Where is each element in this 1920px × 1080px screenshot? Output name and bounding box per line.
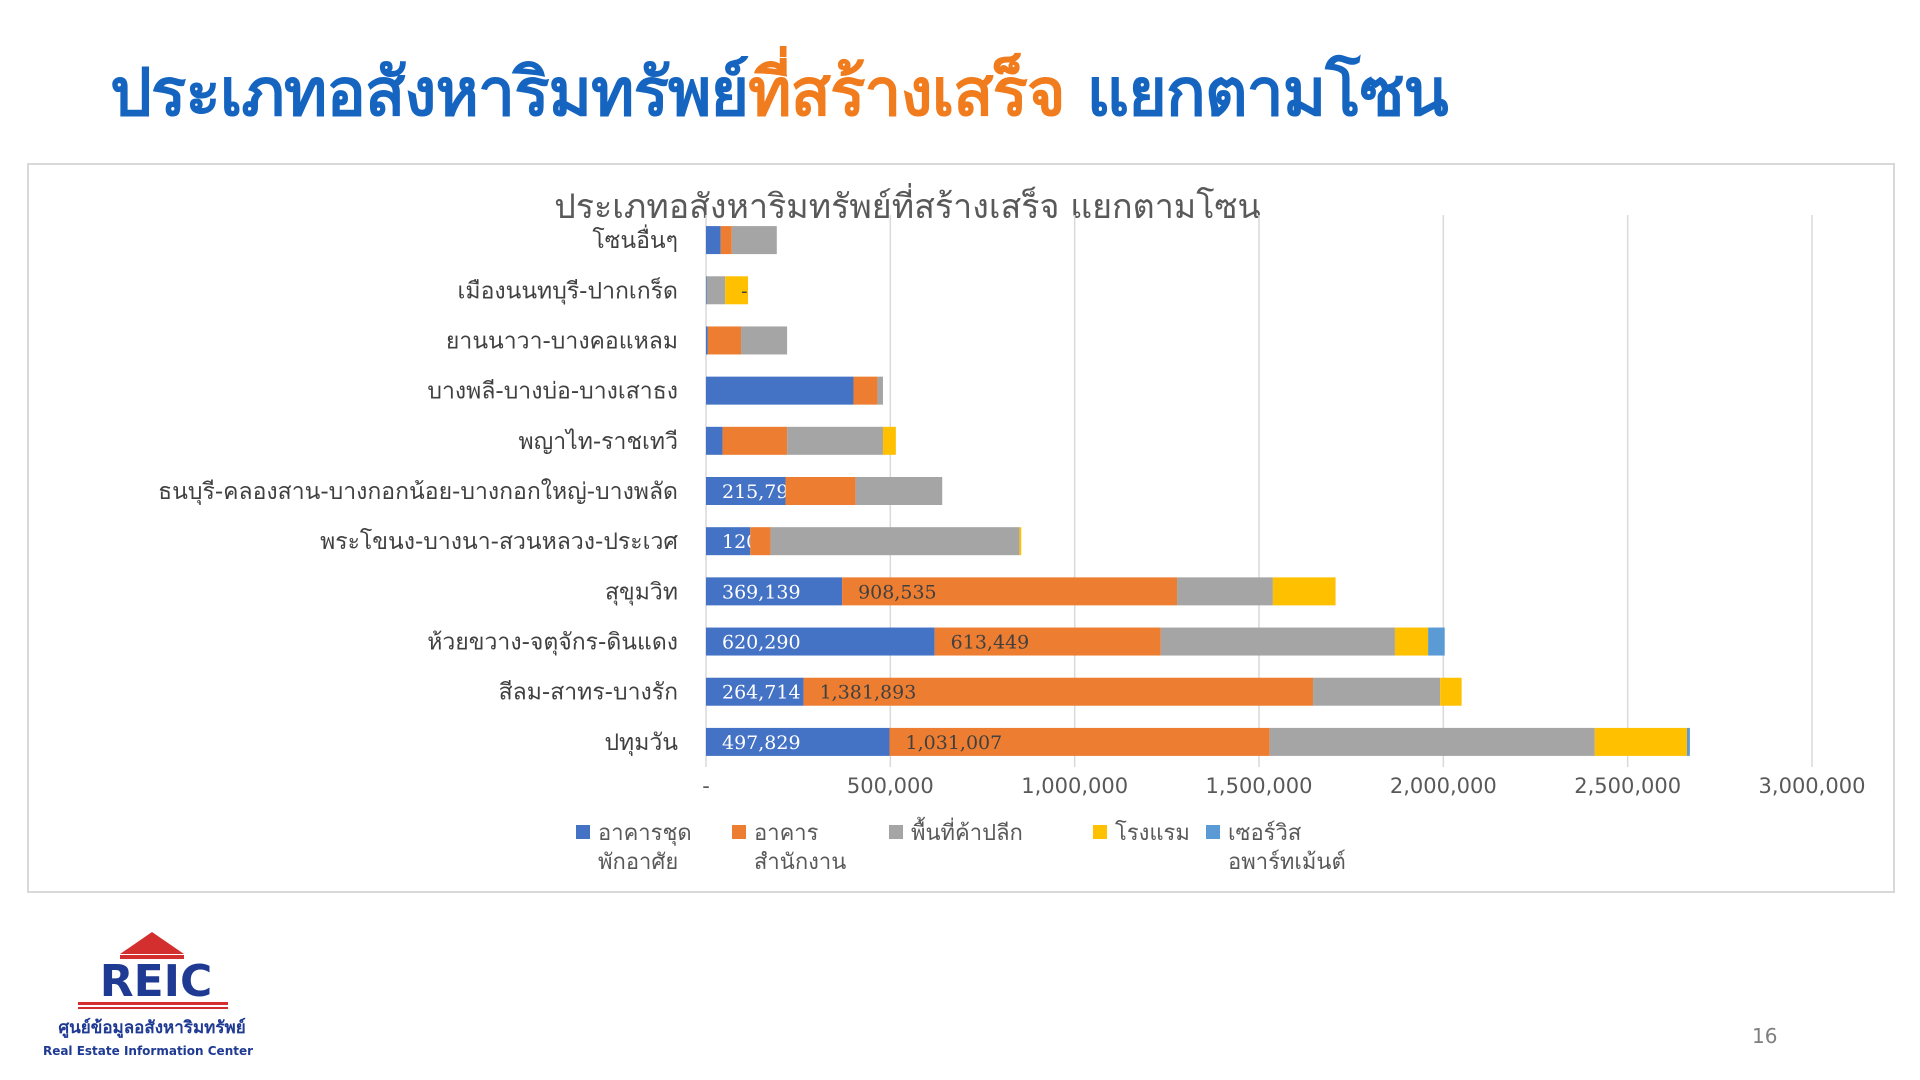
- bar-segment: [706, 326, 708, 355]
- bar-segment: [1594, 727, 1687, 756]
- bar-segment: [1177, 577, 1273, 606]
- bar-segment: [853, 376, 878, 405]
- bar-segment: [934, 627, 1161, 656]
- data-label: 369,139: [722, 581, 801, 603]
- legend-swatch: [1206, 825, 1220, 839]
- data-label: 264,714: [722, 682, 801, 704]
- bar-segment: [706, 527, 751, 556]
- data-label: 908,535: [858, 581, 937, 603]
- category-label: สีลม-สาทร-บางรัก: [499, 680, 678, 706]
- bar-segment: [785, 477, 856, 505]
- bar-segment: [842, 577, 1178, 606]
- legend-swatch: [889, 825, 903, 839]
- data-label: 613,449: [951, 632, 1030, 654]
- category-label: สุขุมวิท: [605, 579, 678, 605]
- x-tick-label: 2,000,000: [1390, 774, 1497, 798]
- bar-segment: [720, 226, 732, 255]
- x-tick-label: 1,500,000: [1206, 774, 1313, 798]
- bar-segment: [1428, 627, 1445, 656]
- bar-segment: [706, 376, 854, 405]
- x-tick-label: 3,000,000: [1759, 774, 1866, 798]
- legend-label: โรงแรม: [1115, 820, 1190, 846]
- legend-label: พื้นที่ค้าปลีก: [911, 817, 1023, 846]
- legend-label: พักอาศัย: [598, 850, 678, 875]
- bar-segment: [1440, 677, 1462, 706]
- data-label: 497,829: [722, 732, 801, 754]
- slide-title-highlight: ที่สร้างเสร็จ: [748, 54, 1065, 131]
- legend-swatch: [732, 825, 746, 839]
- logo-brand-text: REIC: [100, 956, 213, 1007]
- legend-label: อาคาร: [754, 821, 819, 846]
- bar-segment: [770, 527, 1020, 556]
- legend-swatch: [1093, 825, 1107, 839]
- data-label: 620,290: [722, 632, 801, 654]
- bar-segment: [707, 326, 742, 355]
- bar-segment: [706, 276, 726, 305]
- x-tick-label: 2,500,000: [1574, 774, 1681, 798]
- data-label: 215,797: [722, 481, 801, 503]
- bar-segment: [706, 627, 935, 656]
- data-label: -: [741, 280, 747, 302]
- category-label: ปทุมวัน: [604, 730, 678, 756]
- bar-segment: [741, 326, 788, 355]
- bar-segment: [877, 376, 883, 405]
- chart-container: ประเภทอสังหาริมทรัพย์ที่สร้างเสร็จ แยกตา…: [27, 163, 1895, 893]
- bar-segment: [706, 677, 804, 706]
- x-tick-label: 1,000,000: [1021, 774, 1128, 798]
- logo-thai-name: ศูนย์ข้อมูลอสังหาริมทรัพย์: [58, 1017, 245, 1039]
- bar-segment: [731, 226, 777, 255]
- bar-segment: [855, 477, 943, 505]
- chart-title: ประเภทอสังหาริมทรัพย์ที่สร้างเสร็จ แยกตา…: [554, 183, 1261, 227]
- legend-label: อพาร์ทเม้นต์: [1228, 850, 1346, 875]
- x-tick-label: -: [702, 774, 710, 798]
- category-label: พระโขนง-บางนา-สวนหลวง-ประเวศ: [320, 528, 678, 555]
- legend-swatch: [576, 825, 590, 839]
- bar-segment: [706, 577, 843, 606]
- legend-label: สำนักงาน: [754, 850, 846, 875]
- category-label: โซนอื่นๆ: [592, 224, 678, 254]
- category-label: บางพลี-บางบ่อ-บางเสาธง: [427, 379, 678, 405]
- bar-segment: [706, 426, 723, 455]
- bar-segment: [1272, 577, 1336, 606]
- page-number: 16: [1752, 1024, 1778, 1048]
- bar-segment: [750, 527, 771, 556]
- category-label: ธนบุรี-คลองสาน-บางกอกน้อย-บางกอกใหญ่-บาง…: [158, 478, 678, 505]
- bar-segment: [706, 276, 707, 305]
- slide-title-part3: แยกตามโซน: [1064, 54, 1449, 131]
- legend-label: เซอร์วิส: [1228, 821, 1302, 846]
- category-label: เมืองนนทบุรี-ปากเกร็ด: [458, 275, 678, 304]
- bar-segment: [882, 426, 896, 455]
- data-label: 1,381,893: [820, 682, 917, 704]
- bar-segment: [706, 226, 721, 255]
- x-tick-label: 500,000: [847, 774, 934, 798]
- bar-segment: [1686, 727, 1690, 756]
- legend-label: อาคารชุด: [598, 821, 692, 846]
- bar-segment: [706, 477, 786, 505]
- slide-title: ประเภทอสังหาริมทรัพย์ที่สร้างเสร็จ แยกตา…: [110, 40, 1830, 145]
- bar-segment: [1160, 627, 1395, 656]
- stacked-bar-chart: ประเภทอสังหาริมทรัพย์ที่สร้างเสร็จ แยกตา…: [158, 183, 1866, 875]
- category-label: พญาไท-ราชเทวี: [518, 428, 678, 455]
- logo-english-name: Real Estate Information Center: [43, 1044, 253, 1058]
- category-label: ห้วยขวาง-จตุจักร-ดินแดง: [427, 630, 678, 656]
- bar-segment: [1269, 727, 1595, 756]
- reic-logo: REIC ศูนย์ข้อมูลอสังหาริมทรัพย์ Real Est…: [40, 928, 270, 1068]
- bar-segment: [1313, 677, 1441, 706]
- bar-segment: [725, 276, 749, 305]
- bar-segment: [1394, 627, 1429, 656]
- bar-segment: [803, 677, 1314, 706]
- data-label: 1,031,007: [906, 732, 1003, 754]
- slide-title-part1: ประเภทอสังหาริมทรัพย์: [110, 54, 749, 131]
- bar-segment: [889, 727, 1270, 756]
- category-label: ยานนาวา-บางคอแหลม: [446, 328, 678, 354]
- bar-segment: [1019, 527, 1022, 556]
- bar-segment: [722, 426, 788, 455]
- bar-segment: [787, 426, 883, 455]
- bar-segment: [706, 727, 890, 756]
